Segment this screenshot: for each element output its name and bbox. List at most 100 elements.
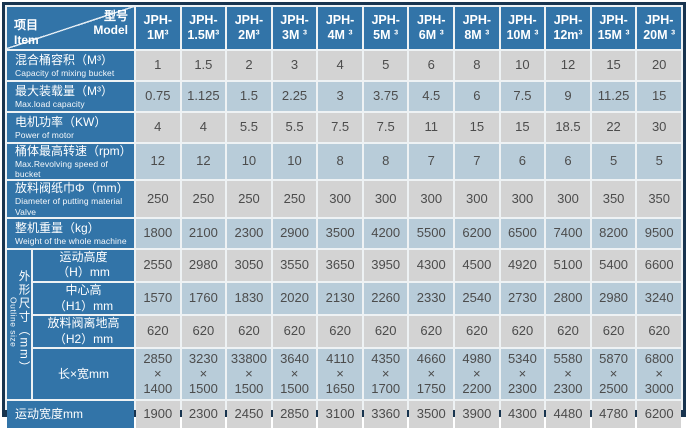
table-row: 外形尺寸（mm） Outline size 运动高度 （H）mm 2550 2980 30… <box>7 249 681 400</box>
spec-value-cell: 620 <box>272 316 317 348</box>
row-label-zh: 桶体最高转速（rpm） <box>15 144 132 158</box>
spec-value-cell: 7 <box>409 144 454 180</box>
spec-value-cell: 3500 <box>318 218 362 248</box>
row-label-en: Diameter of putting material Valve <box>15 196 123 217</box>
spec-value-cell: 7.5 <box>500 82 545 111</box>
spec-value-cell: 2130 <box>318 282 362 315</box>
column-header: JPH-15M ³ <box>591 7 636 49</box>
spec-value-cell: 3 <box>272 51 317 80</box>
spec-value-cell: 7.5 <box>318 113 362 142</box>
spec-value-cell: 15 <box>637 82 681 111</box>
spec-value-cell: 15 <box>591 51 636 80</box>
spec-value-cell: 15 <box>455 113 499 142</box>
model-label-en: Model <box>93 23 128 38</box>
spec-value-cell: 5580 × 2300 <box>546 349 590 400</box>
spec-value-cell: 8 <box>318 144 362 180</box>
spec-value-cell: 2800 <box>546 282 590 315</box>
spec-value-cell: 2 <box>227 51 271 80</box>
spec-value-cell: 250 <box>227 181 271 217</box>
row-label-en: Max.load capacity <box>15 98 85 109</box>
spec-value-cell: 620 <box>227 316 271 348</box>
spec-value-cell: 6 <box>546 144 590 180</box>
item-label-zh: 项目 <box>14 18 39 33</box>
corner-header-cell: 型号 Model 项目 Item <box>7 7 134 49</box>
spec-value-cell: 3240 <box>637 282 681 315</box>
spec-value-cell: 11.25 <box>591 82 636 111</box>
spec-value-cell: 15 <box>500 113 545 142</box>
spec-value-cell: 1830 <box>227 282 271 315</box>
spec-value-cell: 620 <box>500 316 545 348</box>
spec-value-cell: 8 <box>455 51 499 80</box>
spec-value-cell: 3950 <box>363 249 408 281</box>
spec-value-cell: 620 <box>546 316 590 348</box>
spec-value-cell: 620 <box>409 316 454 348</box>
table-row: 最大装载量（M³） Max.load capacity 0.75 1.125 1.5 2.… <box>7 82 681 111</box>
spec-value-cell: 5.5 <box>227 113 271 142</box>
outline-size-group-label: 外形尺寸（mm） Outline size <box>7 249 31 400</box>
spec-value-cell: 6200 <box>455 218 499 248</box>
row-label-zh: 长×宽mm <box>57 366 109 381</box>
table-row: 放料阀离地高 （H2）mm 620 620 620 620 620 620 620 620 620… <box>7 316 681 348</box>
spec-value-cell: 1.125 <box>181 82 226 111</box>
spec-value-cell: 4480 <box>546 401 590 429</box>
spec-value-cell: 5400 <box>591 249 636 281</box>
spec-value-cell: 3640 × 1500 <box>272 349 317 400</box>
outline-size-label-en: Outline size <box>8 296 19 348</box>
row-label-zh: 放料阀纸巾Φ（mm） <box>15 181 129 196</box>
spec-value-cell: 300 <box>363 181 408 217</box>
spec-value-cell: 1760 <box>181 282 226 315</box>
spec-value-cell: 4350 × 1700 <box>363 349 408 400</box>
column-header: JPH-10M ³ <box>500 7 545 49</box>
spec-value-cell: 1570 <box>136 282 180 315</box>
spec-value-cell: 620 <box>591 316 636 348</box>
spec-value-cell: 8 <box>363 144 408 180</box>
spec-value-cell: 2540 <box>455 282 499 315</box>
spec-value-cell: 3500 <box>409 401 454 429</box>
spec-value-cell: 4980 × 2200 <box>455 349 499 400</box>
column-header: JPH-1M³ <box>136 7 180 49</box>
spec-value-cell: 6500 <box>500 218 545 248</box>
spec-value-cell: 1800 <box>136 218 180 248</box>
spec-value-cell: 4780 <box>591 401 636 429</box>
row-label-en: Weight of the whole machine <box>15 235 127 246</box>
spec-value-cell: 3100 <box>318 401 362 429</box>
table-row: 整机重量（kg） Weight of the whole machine 1800 2… <box>7 218 681 248</box>
column-header: JPH-2M³ <box>227 7 271 49</box>
spec-value-cell: 12 <box>136 144 180 180</box>
spec-value-cell: 620 <box>318 316 362 348</box>
column-header: JPH-20M ³ <box>637 7 681 49</box>
spec-value-cell: 3360 <box>363 401 408 429</box>
spec-value-cell: 4300 <box>500 401 545 429</box>
row-label: 放料阀纸巾Φ（mm） Diameter of putting material V… <box>7 181 134 217</box>
spec-value-cell: 8200 <box>591 218 636 248</box>
spec-value-cell: 11 <box>409 113 454 142</box>
spec-value-cell: 2300 <box>181 401 226 429</box>
spec-value-cell: 18.5 <box>546 113 590 142</box>
row-label-zh: 运动宽度mm <box>15 407 83 422</box>
column-header: JPH-12m³ <box>546 7 590 49</box>
row-label: 运动宽度mm <box>7 401 134 429</box>
spec-value-cell: 2900 <box>272 218 317 248</box>
spec-value-cell: 33800 × 1500 <box>227 349 271 400</box>
column-header: JPH-5M ³ <box>363 7 408 49</box>
spec-value-cell: 2850 <box>272 401 317 429</box>
spec-value-cell: 2850 × 1400 <box>136 349 180 400</box>
spec-value-cell: 3550 <box>272 249 317 281</box>
table-row: 混合桶容积（M³） Capacity of mixing bucket 1 1.5 2 3… <box>7 51 681 80</box>
row-label: 运动高度 （H）mm <box>33 249 134 281</box>
table-row: 桶体最高转速（rpm） Max.Revolving speed of bucket… <box>7 144 681 180</box>
row-label-zh: 放料阀离地高 （H2）mm <box>47 316 120 346</box>
corner-item-block: 项目 Item <box>14 18 39 47</box>
table-row: 运动宽度mm 1900 2300 2450 2850 3100 3360 3500 3900 43… <box>7 401 681 429</box>
outline-size-label-zh: 外形尺寸（mm） <box>17 269 30 375</box>
row-label-zh: 电机功率（KW） <box>15 114 107 129</box>
spec-value-cell: 4 <box>136 113 180 142</box>
column-header: JPH-3M ³ <box>272 7 317 49</box>
spec-value-cell: 2100 <box>181 218 226 248</box>
spec-value-cell: 350 <box>591 181 636 217</box>
spec-value-cell: 620 <box>637 316 681 348</box>
corner-model-block: 型号 Model <box>93 9 128 38</box>
spec-value-cell: 10 <box>272 144 317 180</box>
spec-value-cell: 250 <box>181 181 226 217</box>
